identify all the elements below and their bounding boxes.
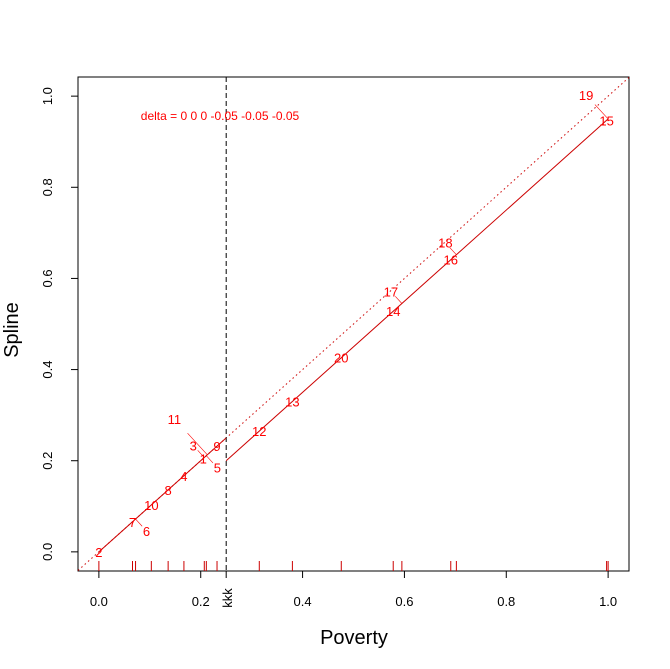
- x-tick-label: 0.8: [497, 594, 515, 609]
- plot-frame: [77, 76, 630, 572]
- point-label: 1: [200, 451, 207, 466]
- x-tick-label: 1.0: [599, 594, 617, 609]
- x-tick-label: 0.4: [294, 594, 312, 609]
- spline-segment: [98, 437, 227, 553]
- point-label: 17: [384, 284, 398, 299]
- x-tick-label: 0.0: [90, 594, 108, 609]
- y-tick-label: 0.2: [40, 452, 55, 470]
- y-tick-label: 0.4: [40, 361, 55, 379]
- y-axis-title: Spline: [1, 302, 23, 358]
- point-leader-line: [197, 450, 205, 458]
- point-leader-line: [187, 432, 208, 455]
- point-label: 8: [165, 483, 172, 498]
- point-label: 2: [95, 545, 102, 560]
- point-label: 10: [144, 498, 158, 513]
- annotation-text: delta = 0 0 0 -0.05 -0.05 -0.05: [141, 109, 300, 123]
- identity-reference-line: [77, 77, 630, 571]
- point-label: 12: [252, 424, 266, 439]
- point-label: 13: [285, 394, 299, 409]
- point-label: 11: [168, 412, 182, 427]
- point-label: 7: [129, 515, 136, 530]
- point-label: 6: [143, 524, 150, 539]
- x-tick-label: 0.6: [395, 594, 413, 609]
- point-label: 15: [599, 113, 613, 128]
- point-label: 18: [438, 236, 452, 251]
- knot-label: kkk: [220, 588, 235, 608]
- y-tick-label: 0.8: [40, 178, 55, 196]
- point-label: 5: [214, 461, 221, 476]
- y-tick-label: 0.6: [40, 269, 55, 287]
- spline-segment: [225, 118, 609, 462]
- point-label: 4: [180, 469, 187, 484]
- point-label: 9: [213, 439, 220, 454]
- y-tick-label: 1.0: [40, 87, 55, 105]
- point-leader-line: [395, 296, 403, 304]
- point-label: 14: [386, 304, 400, 319]
- point-leader-line: [449, 247, 457, 255]
- point-leader-line: [594, 104, 609, 120]
- point-leader-line: [135, 518, 143, 527]
- point-label: 19: [579, 88, 593, 103]
- point-label: 16: [444, 253, 458, 268]
- point-leader-line: [206, 455, 214, 464]
- point-label: 20: [334, 351, 348, 366]
- point-label: 3: [190, 439, 197, 454]
- x-axis-title: Poverty: [320, 627, 388, 649]
- x-tick-label: 0.2: [192, 594, 210, 609]
- y-tick-label: 0.0: [40, 543, 55, 561]
